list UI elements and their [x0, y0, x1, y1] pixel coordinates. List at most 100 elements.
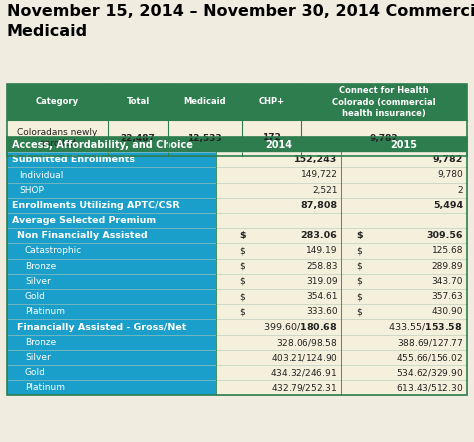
Bar	[7, 120, 467, 156]
Text: $: $	[356, 262, 362, 271]
Bar	[7, 183, 216, 198]
Text: 87,808: 87,808	[301, 201, 337, 210]
Text: Bronze: Bronze	[25, 338, 56, 347]
Text: 149.19: 149.19	[306, 247, 337, 255]
Text: Average Selected Premium: Average Selected Premium	[12, 216, 156, 225]
Text: Platinum: Platinum	[25, 307, 65, 316]
Bar	[7, 380, 216, 396]
Text: 9,782: 9,782	[370, 133, 399, 142]
Text: 2015: 2015	[391, 140, 418, 149]
Text: 9,780: 9,780	[437, 171, 463, 179]
Bar	[7, 350, 216, 365]
Bar	[7, 198, 216, 213]
Text: 289.89: 289.89	[431, 262, 463, 271]
Text: 22,487: 22,487	[121, 133, 155, 142]
Text: Coloradans newly
enrolled: Coloradans newly enrolled	[18, 128, 98, 148]
Bar	[216, 183, 467, 198]
Text: 430.90: 430.90	[431, 307, 463, 316]
Bar	[216, 168, 467, 183]
Text: $: $	[356, 247, 362, 255]
Bar	[216, 304, 467, 320]
Bar	[216, 380, 467, 396]
Bar	[7, 289, 216, 304]
Bar	[216, 335, 467, 350]
Text: 258.83: 258.83	[306, 262, 337, 271]
Bar	[216, 259, 467, 274]
Text: Access, Affordability, and Choice: Access, Affordability, and Choice	[12, 140, 193, 149]
Bar	[7, 304, 216, 320]
Text: $434.32 / $246.91: $434.32 / $246.91	[270, 367, 337, 378]
Text: $403.21 / $124.90: $403.21 / $124.90	[271, 352, 337, 363]
Bar	[7, 274, 216, 289]
Text: 2,521: 2,521	[312, 186, 337, 194]
Text: 357.63: 357.63	[431, 292, 463, 301]
Text: Gold: Gold	[25, 292, 46, 301]
Text: November 15, 2014 – November 30, 2014 Commercial and
Medicaid: November 15, 2014 – November 30, 2014 Co…	[7, 4, 474, 39]
Text: $: $	[239, 262, 245, 271]
Text: 354.61: 354.61	[306, 292, 337, 301]
Bar	[216, 289, 467, 304]
Text: Bronze: Bronze	[25, 262, 56, 271]
Bar	[216, 152, 467, 168]
Bar	[7, 84, 467, 156]
Bar	[7, 228, 216, 244]
Text: 333.60: 333.60	[306, 307, 337, 316]
Bar	[216, 228, 467, 244]
Text: 5,494: 5,494	[433, 201, 463, 210]
Text: CHP+: CHP+	[258, 98, 284, 107]
Text: Silver: Silver	[25, 277, 51, 286]
Text: $433.55 / $153.58: $433.55 / $153.58	[388, 321, 463, 332]
Text: 152,243: 152,243	[294, 155, 337, 164]
Bar	[7, 137, 467, 152]
Text: Non Financially Assisted: Non Financially Assisted	[17, 231, 147, 240]
Text: Medicaid: Medicaid	[183, 98, 226, 107]
Text: Total: Total	[127, 98, 150, 107]
Bar	[7, 259, 216, 274]
Bar	[216, 198, 467, 213]
Text: 2: 2	[457, 186, 463, 194]
Text: 283.06: 283.06	[301, 231, 337, 240]
Bar	[7, 335, 216, 350]
Bar	[7, 365, 216, 380]
Text: 319.09: 319.09	[306, 277, 337, 286]
Text: $: $	[356, 277, 362, 286]
Bar	[7, 320, 216, 335]
Text: $: $	[239, 307, 245, 316]
Text: 343.70: 343.70	[431, 277, 463, 286]
Bar	[216, 213, 467, 228]
Bar	[7, 244, 216, 259]
Text: $534.62 / $329.90: $534.62 / $329.90	[396, 367, 463, 378]
Text: $: $	[239, 292, 245, 301]
Text: $432.79 / $252.31: $432.79 / $252.31	[271, 382, 337, 393]
Bar	[7, 152, 216, 168]
Bar	[216, 365, 467, 380]
Bar	[7, 84, 467, 120]
Text: 12,533: 12,533	[188, 133, 222, 142]
Text: $: $	[356, 307, 362, 316]
Text: $613.43 / $512.30: $613.43 / $512.30	[396, 382, 463, 393]
Bar	[7, 168, 216, 183]
Text: 9,782: 9,782	[433, 155, 463, 164]
Bar	[7, 137, 467, 396]
Text: $: $	[239, 277, 245, 286]
Text: $: $	[356, 231, 363, 240]
Text: $: $	[239, 231, 246, 240]
Text: $399.60 / $180.68: $399.60 / $180.68	[263, 321, 337, 332]
Bar	[216, 244, 467, 259]
Text: Individual: Individual	[19, 171, 64, 179]
Text: $328.06 / $98.58: $328.06 / $98.58	[276, 337, 337, 348]
Text: Silver: Silver	[25, 353, 51, 362]
Text: $455.66 / $156.02: $455.66 / $156.02	[396, 352, 463, 363]
Text: 172: 172	[262, 133, 281, 142]
Bar	[216, 274, 467, 289]
Text: Category: Category	[36, 98, 79, 107]
Text: 309.56: 309.56	[427, 231, 463, 240]
Text: Submitted Enrollments: Submitted Enrollments	[12, 155, 135, 164]
Text: Platinum: Platinum	[25, 383, 65, 392]
Text: 149,722: 149,722	[301, 171, 337, 179]
Text: $: $	[356, 292, 362, 301]
Text: 125.68: 125.68	[431, 247, 463, 255]
Bar	[7, 213, 216, 228]
Text: Connect for Health
Colorado (commercial
health insurance): Connect for Health Colorado (commercial …	[332, 86, 436, 118]
Text: $388.69 / $127.77: $388.69 / $127.77	[397, 337, 463, 348]
